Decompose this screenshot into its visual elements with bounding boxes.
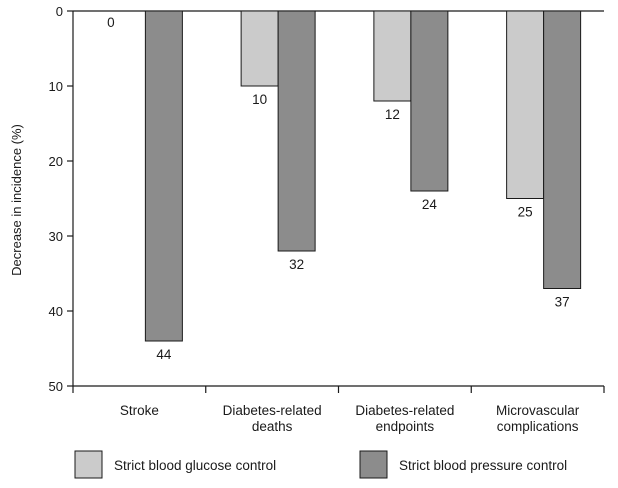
category-label: Diabetes-related <box>223 403 322 418</box>
data-label: 12 <box>385 107 400 122</box>
legend-swatch <box>359 450 388 479</box>
bar-glucose <box>506 10 545 199</box>
data-label: 10 <box>252 92 267 107</box>
y-tick-label: 30 <box>49 229 63 244</box>
category-label: Microvascular <box>496 403 580 418</box>
legend-label: Strict blood pressure control <box>399 458 567 473</box>
category-label: deaths <box>252 419 293 434</box>
bar-glucose <box>373 10 412 102</box>
y-tick-label: 0 <box>56 4 63 19</box>
bar-pressure <box>543 10 582 289</box>
y-tick-label: 20 <box>49 154 63 169</box>
y-tick-label: 40 <box>49 304 63 319</box>
data-label: 32 <box>289 257 304 272</box>
data-label: 37 <box>555 295 570 310</box>
bar-pressure <box>277 10 316 252</box>
bar-glucose <box>240 10 279 87</box>
category-label: endpoints <box>376 419 435 434</box>
y-tick-label: 10 <box>49 79 63 94</box>
legend-label: Strict blood glucose control <box>114 458 276 473</box>
data-label: 24 <box>422 197 438 212</box>
data-label: 44 <box>156 347 172 362</box>
legend: Strict blood glucose control Strict blood… <box>74 450 567 479</box>
legend-swatch <box>74 450 103 479</box>
bar-pressure <box>410 10 449 192</box>
bar-pressure <box>144 10 183 342</box>
plot-area: 0 10 20 30 40 50 0 44 Stroke 10 32 Diabetes-related… <box>49 4 605 434</box>
data-label: 0 <box>107 15 115 30</box>
data-label: 25 <box>518 205 533 220</box>
category-label: complications <box>497 419 579 434</box>
category-label: Diabetes-related <box>355 403 454 418</box>
y-tick-label: 50 <box>49 379 63 394</box>
category-label: Stroke <box>120 403 159 418</box>
y-axis-title: Decrease in incidence (%) <box>9 124 24 276</box>
